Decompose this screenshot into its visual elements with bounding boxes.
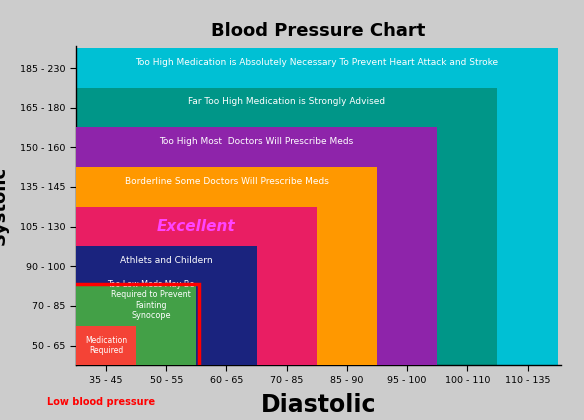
Text: Low blood pressure: Low blood pressure	[47, 397, 155, 407]
Bar	[76, 167, 377, 365]
Bar	[76, 326, 136, 365]
Text: Medication
Required: Medication Required	[85, 336, 127, 355]
Text: Too Low Meds May Be
Required to Prevent
Fainting
Synocope: Too Low Meds May Be Required to Prevent …	[107, 280, 195, 320]
Bar	[76, 207, 317, 365]
Text: Athlets and Childern: Athlets and Childern	[120, 256, 213, 265]
Bar	[76, 286, 196, 365]
X-axis label: Diastolic: Diastolic	[260, 393, 376, 417]
Bar	[76, 88, 498, 365]
Text: Too High Medication is Absolutely Necessary To Prevent Heart Attack and Stroke: Too High Medication is Absolutely Necess…	[135, 58, 498, 66]
Text: Borderline Some Doctors Will Prescribe Meds: Borderline Some Doctors Will Prescribe M…	[124, 176, 328, 186]
Text: Far Too High Medication is Strongly Advised: Far Too High Medication is Strongly Advi…	[188, 97, 385, 106]
Bar	[76, 247, 256, 365]
Text: Too High Most  Doctors Will Prescribe Meds: Too High Most Doctors Will Prescribe Med…	[159, 137, 354, 146]
Title: Blood Pressure Chart: Blood Pressure Chart	[211, 23, 426, 40]
Bar	[73, 284, 199, 368]
Bar	[76, 128, 437, 365]
Y-axis label: Systolic: Systolic	[0, 166, 9, 245]
Text: Excellent: Excellent	[157, 219, 236, 234]
